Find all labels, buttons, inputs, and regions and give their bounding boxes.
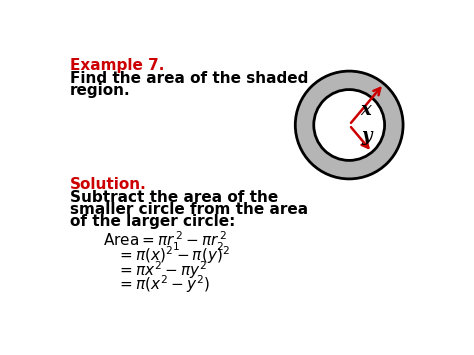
Text: y: y (361, 127, 371, 145)
Text: region.: region. (70, 83, 130, 98)
Text: x: x (361, 100, 372, 119)
Text: $= \pi(x)^2 - \pi(y)^2$: $= \pi(x)^2 - \pi(y)^2$ (117, 244, 229, 266)
Text: $\mathrm{Area} = \pi r_1^{\,2} - \pi r_2^{\,2}$: $\mathrm{Area} = \pi r_1^{\,2} - \pi r_2… (103, 230, 227, 253)
Text: of the larger circle:: of the larger circle: (70, 214, 235, 229)
Text: Example 7.: Example 7. (70, 58, 164, 73)
Text: Subtract the area of the: Subtract the area of the (70, 190, 278, 206)
Text: $= \pi(x^2 - y^2)$: $= \pi(x^2 - y^2)$ (117, 274, 210, 295)
Text: Solution.: Solution. (70, 178, 146, 192)
Text: $= \pi x^2 - \pi y^2$: $= \pi x^2 - \pi y^2$ (117, 259, 207, 281)
Text: Find the area of the shaded: Find the area of the shaded (70, 71, 308, 86)
Circle shape (295, 71, 403, 179)
Text: smaller circle from the area: smaller circle from the area (70, 202, 308, 217)
Circle shape (314, 89, 384, 160)
